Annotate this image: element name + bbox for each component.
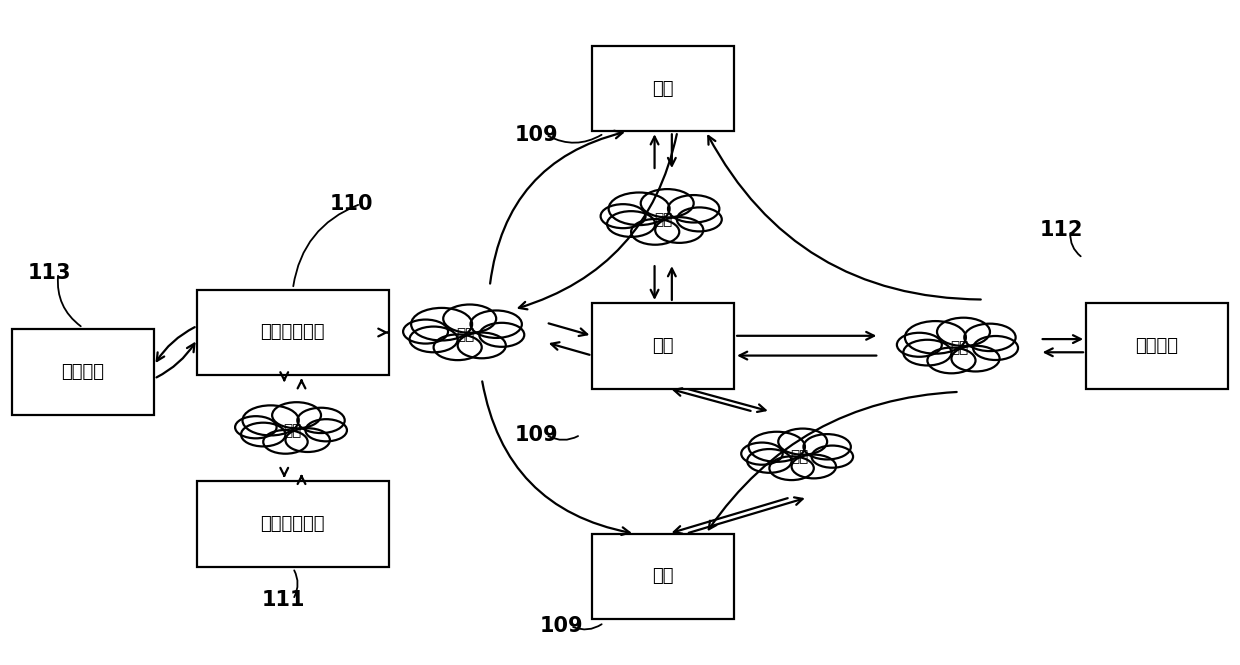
Text: 网络: 网络: [950, 340, 968, 356]
Circle shape: [263, 430, 308, 454]
Circle shape: [243, 406, 299, 436]
Circle shape: [677, 207, 722, 231]
Circle shape: [609, 192, 670, 225]
Circle shape: [749, 432, 805, 462]
Text: 接收终端: 接收终端: [62, 363, 104, 381]
Circle shape: [655, 217, 703, 243]
Circle shape: [305, 419, 347, 442]
Text: 信号交换设备: 信号交换设备: [260, 323, 325, 342]
Text: 基站: 基站: [652, 80, 675, 98]
Circle shape: [928, 348, 976, 373]
Circle shape: [791, 455, 836, 478]
FancyBboxPatch shape: [593, 303, 734, 388]
Circle shape: [458, 332, 506, 358]
FancyBboxPatch shape: [197, 481, 388, 567]
Circle shape: [241, 423, 285, 446]
Circle shape: [412, 308, 472, 340]
Text: 111: 111: [262, 590, 305, 610]
Circle shape: [285, 428, 330, 452]
Text: 109: 109: [515, 425, 559, 445]
Circle shape: [804, 434, 851, 460]
FancyBboxPatch shape: [593, 46, 734, 132]
Circle shape: [434, 334, 482, 360]
Text: 网络: 网络: [456, 327, 475, 342]
Circle shape: [748, 449, 791, 473]
FancyBboxPatch shape: [12, 329, 154, 415]
Circle shape: [742, 443, 782, 465]
Text: 基站: 基站: [652, 567, 675, 585]
FancyBboxPatch shape: [197, 290, 388, 375]
Circle shape: [779, 428, 827, 455]
Circle shape: [951, 346, 999, 372]
Text: 110: 110: [330, 194, 373, 214]
FancyBboxPatch shape: [1086, 303, 1228, 388]
Circle shape: [965, 324, 1016, 351]
Circle shape: [480, 323, 525, 347]
Text: 112: 112: [1039, 220, 1084, 240]
Circle shape: [403, 320, 448, 344]
Circle shape: [236, 416, 277, 438]
Circle shape: [668, 195, 719, 223]
Text: 网络: 网络: [653, 212, 672, 227]
Circle shape: [608, 211, 655, 237]
Circle shape: [443, 305, 496, 332]
Circle shape: [641, 189, 693, 217]
Text: 113: 113: [27, 263, 71, 283]
Circle shape: [905, 321, 966, 354]
Circle shape: [272, 402, 321, 428]
Circle shape: [937, 318, 990, 346]
Circle shape: [812, 446, 853, 467]
Text: 基站: 基站: [652, 336, 675, 354]
Circle shape: [769, 456, 813, 480]
Circle shape: [298, 408, 345, 433]
FancyBboxPatch shape: [593, 533, 734, 619]
Text: 109: 109: [539, 616, 583, 636]
Circle shape: [600, 204, 646, 228]
Text: 智能终端: 智能终端: [1136, 336, 1178, 354]
Circle shape: [973, 336, 1018, 360]
Circle shape: [409, 327, 458, 352]
Text: 数据库服务器: 数据库服务器: [260, 515, 325, 533]
Circle shape: [631, 219, 680, 245]
Text: 网络: 网络: [284, 423, 303, 438]
Text: 网络: 网络: [790, 449, 808, 464]
Circle shape: [470, 311, 522, 338]
Circle shape: [897, 332, 942, 356]
Circle shape: [903, 340, 951, 366]
Text: 109: 109: [515, 124, 559, 145]
